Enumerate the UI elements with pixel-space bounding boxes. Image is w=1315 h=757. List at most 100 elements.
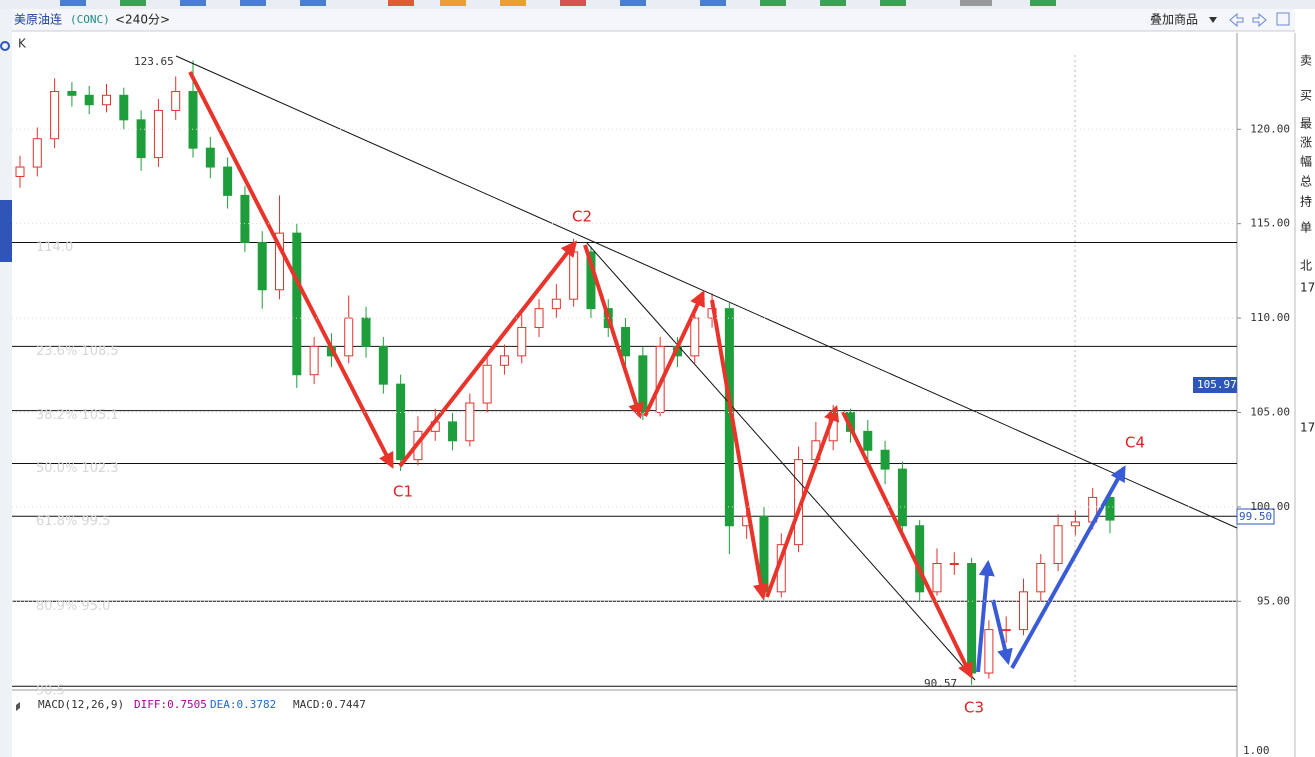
wave-label: C2 xyxy=(572,208,592,226)
candle-body xyxy=(690,317,700,357)
back-icon[interactable] xyxy=(1229,12,1244,28)
level-label: 61.8% 99.5 xyxy=(36,514,110,529)
y-tick-label: 95.00 xyxy=(1257,594,1290,607)
forward-icon[interactable] xyxy=(1252,12,1267,28)
macd-title: MACD(12,26,9) xyxy=(38,698,124,711)
candle-body xyxy=(448,421,458,442)
level-label: 50.0% 102.3 xyxy=(36,461,119,476)
k-label: K xyxy=(18,37,27,51)
candle-body xyxy=(15,166,25,177)
candle-body xyxy=(1105,496,1115,521)
y-tick-label: 120.00 xyxy=(1250,122,1290,135)
low-label: 90.57 xyxy=(924,677,957,690)
candle-body xyxy=(275,232,285,291)
last-price-label: 99.50 xyxy=(1239,510,1272,523)
panel-label: 幅 xyxy=(1300,154,1312,169)
candle-body xyxy=(50,91,60,140)
candle-body xyxy=(482,364,492,404)
candle-body xyxy=(344,317,354,357)
macd-value: MACD:0.7447 xyxy=(293,698,366,711)
candle-body xyxy=(240,194,250,244)
candle-body xyxy=(119,94,129,121)
panel-label: 持 xyxy=(1300,194,1312,209)
y-tick-label: 100.00 xyxy=(1250,500,1290,513)
candle-body xyxy=(257,242,267,291)
candle-body xyxy=(292,232,302,376)
y-tick-label: 115.00 xyxy=(1250,217,1290,230)
settings-icon[interactable] xyxy=(0,41,10,51)
panel-label: 买 xyxy=(1300,89,1312,103)
swap-icon[interactable] xyxy=(16,702,20,711)
candle-body xyxy=(915,525,925,593)
projection-arrows xyxy=(976,465,1126,673)
candle-body xyxy=(984,629,994,674)
candle-body xyxy=(863,430,873,451)
candle-body xyxy=(1018,591,1028,631)
candle-body xyxy=(396,383,406,461)
candle-body xyxy=(1001,629,1011,632)
candle-body xyxy=(465,402,475,442)
last-price-tag xyxy=(1236,508,1275,525)
level-label: 90.5 xyxy=(36,684,65,699)
macd-dea: DEA:0.3782 xyxy=(210,698,276,711)
level-label: 38.2% 105.1 xyxy=(36,408,119,423)
candle-body xyxy=(897,468,907,527)
candle-body xyxy=(551,298,561,310)
candle-body xyxy=(188,91,198,149)
candle-body xyxy=(84,94,94,106)
candle-body xyxy=(361,317,371,347)
instrument-code: (CONC) xyxy=(70,13,110,26)
period: <240分> xyxy=(115,13,170,27)
candle-body xyxy=(1053,525,1063,565)
panel-label: 卖 xyxy=(1300,54,1312,68)
candle-body xyxy=(1036,563,1046,593)
title-bar xyxy=(12,9,1295,31)
wave-arrows xyxy=(188,71,973,679)
candle-body xyxy=(967,563,977,674)
level-label: 114.0 xyxy=(36,240,73,255)
candle-body xyxy=(517,327,527,357)
wave-label: C3 xyxy=(964,699,984,717)
toolbar xyxy=(0,0,1315,9)
candle-body xyxy=(378,345,388,385)
price-tag xyxy=(1193,377,1237,393)
overlay-button[interactable]: 叠加商品 xyxy=(1150,12,1198,27)
panel-label: 涨 xyxy=(1300,135,1312,150)
price-tag-label: 105.97 xyxy=(1197,378,1237,391)
panel-label: 最 xyxy=(1300,117,1312,131)
candle-body xyxy=(499,355,509,366)
candle-body xyxy=(67,91,77,96)
trend-line xyxy=(586,242,976,681)
candle-body xyxy=(153,109,163,159)
toolbar-buttons[interactable] xyxy=(60,0,1056,6)
level-label: 80.9% 95.0 xyxy=(36,599,110,614)
candle-body xyxy=(32,138,42,168)
window-icon[interactable] xyxy=(1276,12,1290,26)
candle-body xyxy=(880,449,890,470)
instrument-name: 美原油连 xyxy=(14,12,62,27)
panel-label: 北 xyxy=(1300,259,1312,273)
candle-body xyxy=(534,308,544,329)
high-label: 123.65 xyxy=(134,55,174,68)
wave-label: C1 xyxy=(393,483,413,501)
level-label: 23.6% 108.5 xyxy=(36,344,119,359)
candle-body xyxy=(621,327,631,357)
candle-body xyxy=(223,166,233,196)
panel-label: 总 xyxy=(1300,175,1312,189)
candle-body xyxy=(136,119,146,159)
sidebar xyxy=(0,9,12,757)
candle-body xyxy=(638,355,648,413)
candle-body xyxy=(309,345,319,376)
candle-body xyxy=(949,563,959,566)
candle-body xyxy=(171,91,181,111)
y-tick-label: 110.00 xyxy=(1250,311,1290,324)
sidebar-active-tab[interactable] xyxy=(0,200,12,262)
candle-body xyxy=(1070,521,1080,527)
macd-tick: 1.00 xyxy=(1243,744,1270,757)
candle-body xyxy=(569,251,579,300)
dropdown-icon[interactable] xyxy=(1209,17,1217,23)
trend-line xyxy=(175,55,1238,529)
candle-body xyxy=(932,563,942,593)
